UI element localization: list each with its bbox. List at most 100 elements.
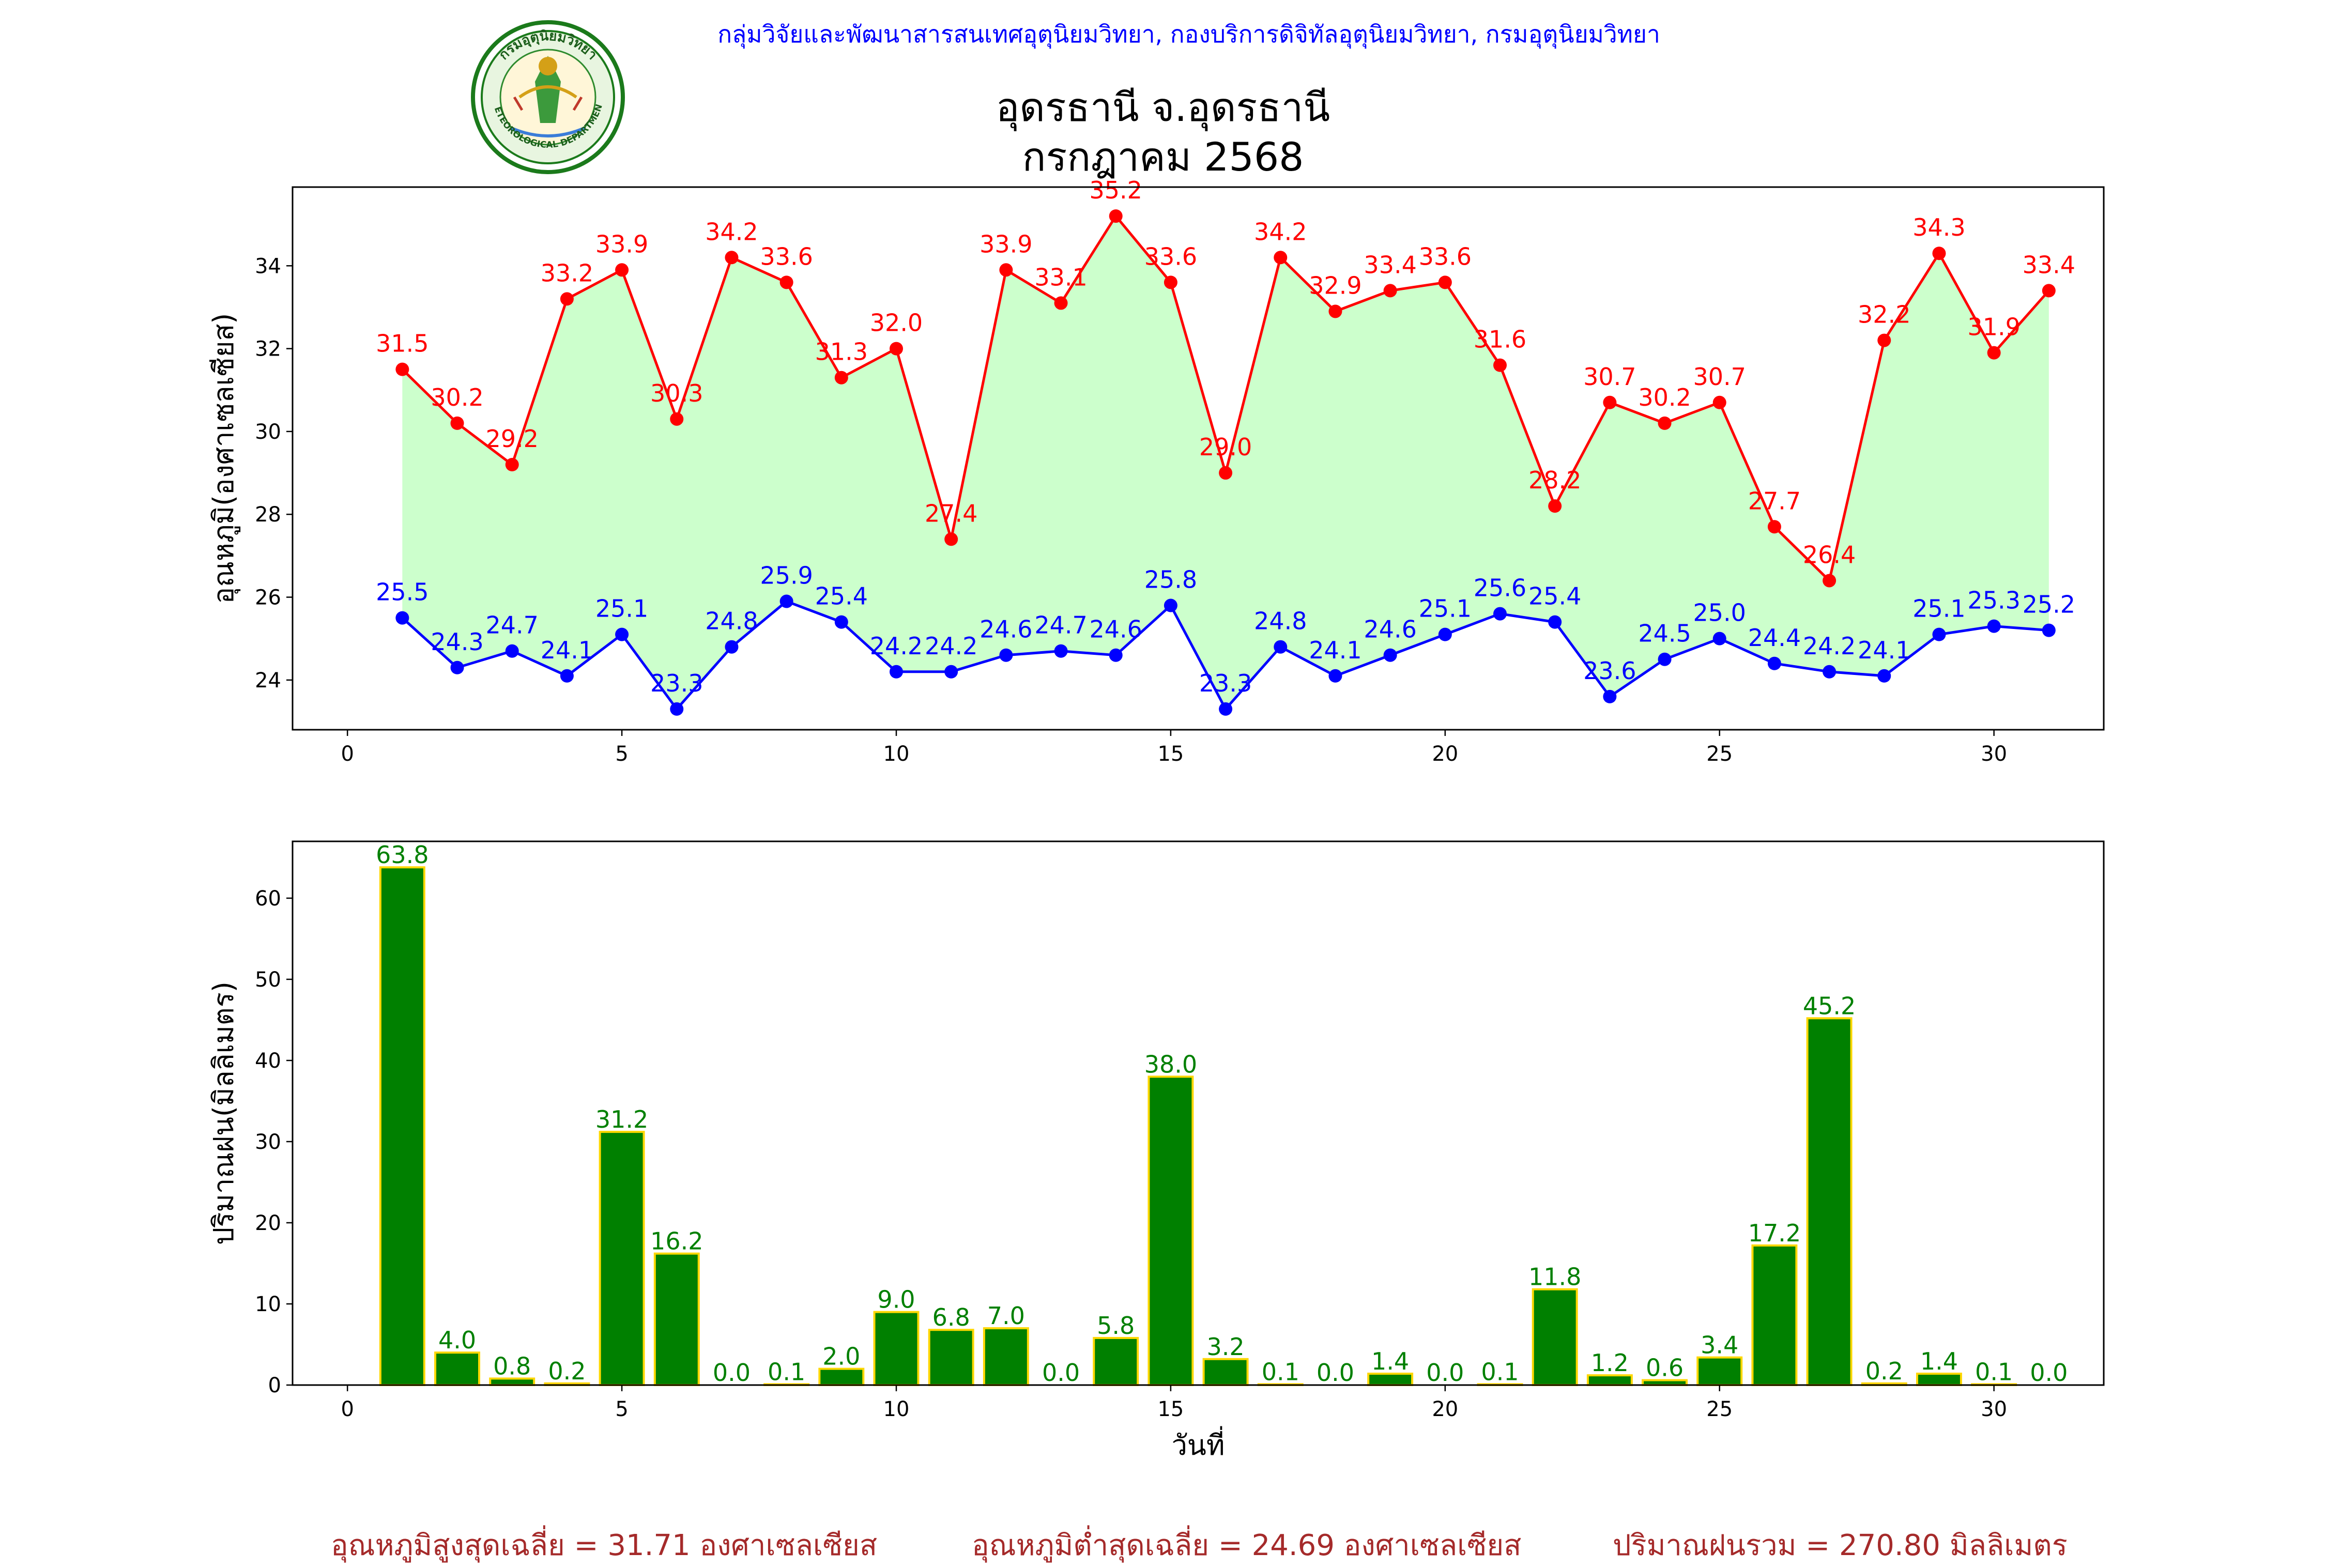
min-temperature-point [1109,648,1123,662]
max-temperature-data-label: 33.2 [541,259,593,287]
max-temperature-data-label: 33.4 [2023,251,2075,279]
rain-bar-label: 0.1 [768,1358,805,1386]
meteorological-department-seal-icon: กรมอุตุนิยมวิทยา METEOROLOGICAL DEPARTME… [466,12,625,174]
max-temperature-data-label: 30.7 [1583,363,1636,391]
rain-bar-label: 0.0 [713,1359,751,1387]
max-temperature-data-label: 35.2 [1090,176,1142,204]
max-temperature-data-label: 29.2 [486,425,539,453]
rainfall-x-tick-label: 25 [1706,1397,1733,1421]
max-temperature-data-label: 33.9 [980,230,1032,258]
max-temperature-data-label: 31.6 [1474,326,1526,353]
min-temperature-point [1219,702,1233,716]
rain-bar [653,1252,700,1386]
rain-bar-label: 17.2 [1748,1219,1801,1247]
max-temperature-point [1219,466,1233,480]
rain-bar [379,866,425,1386]
rain-bar [1147,1075,1194,1386]
min-temperature-point [890,665,903,679]
rainfall-y-tick-label: 10 [255,1293,281,1316]
meteorological-department-logo: กรมอุตุนิยมวิทยา METEOROLOGICAL DEPARTME… [466,12,625,175]
min-temperature-point [1932,627,1946,641]
min-temperature-data-label: 24.5 [1638,620,1691,648]
max-temperature-point [890,342,903,356]
rain-bar-label: 0.0 [1426,1359,1464,1387]
rain-bar [1916,1373,1962,1386]
chart-title-station: อุดรธานี จ.อุดรธานี [996,84,1330,130]
max-temperature-point [1438,275,1452,289]
rainfall-x-tick-label: 30 [1981,1397,2007,1421]
rain-bar [928,1329,974,1386]
min-temperature-point [999,648,1013,662]
min-temperature-data-label: 25.2 [2023,591,2075,619]
max-temperature-point [1109,209,1123,223]
temperature-plot-frame [292,186,2105,731]
temperature-x-tick-label: 20 [1432,742,1458,766]
max-temperature-point [1823,574,1837,588]
rain-bar [1532,1288,1578,1387]
min-temperature-data-label: 24.8 [705,607,758,635]
rainfall-x-tick-label: 10 [883,1397,910,1421]
max-temperature-point [1877,333,1891,347]
chart-title-month: กรกฎาคม 2568 [1022,134,1304,180]
rain-bar-label: 31.2 [595,1105,648,1133]
min-temperature-point [834,615,848,629]
rain-bar-label: 0.0 [2030,1359,2068,1387]
max-temperature-data-label: 33.9 [595,230,648,258]
temperature-x-tick-label: 10 [883,742,910,766]
min-temperature-data-label: 24.7 [1034,611,1087,639]
min-temperature-point [1603,689,1617,703]
min-temperature-point [560,669,574,683]
rain-bar [873,1311,920,1386]
temperature-y-tick-label: 30 [255,420,281,444]
min-temperature-point [2042,623,2056,637]
rain-bar [1751,1244,1798,1386]
rain-bar-label: 0.1 [1481,1358,1519,1386]
min-temperature-point [395,611,409,625]
rain-bar-label: 1.2 [1591,1349,1629,1377]
min-temperature-point [1767,656,1781,670]
min-temperature-point [1274,640,1288,654]
summary-avg-min: อุณหภูมิต่ำสุดเฉลี่ย = 24.69 องศาเซลเซีย… [972,1529,1522,1562]
max-temperature-data-label: 33.4 [1364,251,1416,279]
min-temperature-data-label: 23.3 [1199,669,1252,697]
max-temperature-point [395,362,409,376]
rain-bar-label: 4.0 [438,1326,476,1354]
min-temperature-data-label: 25.6 [1474,574,1526,602]
rain-bar-label: 11.8 [1528,1263,1581,1291]
rainfall-chart: 63.8 4.0 0.8 0.2 31.2 16.2 0.0 0.1 2.0 9.0 6.8 7.0 0… [207,840,2105,1462]
rain-bar-label: 9.0 [877,1286,915,1314]
rainfall-x-tick-label: 20 [1432,1397,1458,1421]
min-temperature-data-label: 25.0 [1693,599,1746,627]
max-temperature-point [1054,296,1068,310]
rain-bar [434,1351,481,1387]
min-temperature-point [779,594,793,608]
max-temperature-point [1548,499,1562,513]
min-temperature-data-label: 25.5 [376,578,429,606]
min-temperature-data-label: 24.8 [1254,607,1307,635]
rain-bar [1093,1336,1139,1387]
temperature-y-tick-label: 24 [255,669,281,693]
min-temperature-point [615,627,629,641]
rain-bar-label: 38.0 [1144,1050,1197,1078]
rain-bar-label: 0.1 [1262,1358,1299,1386]
max-temperature-point [560,292,574,306]
max-temperature-data-label: 29.0 [1199,433,1252,461]
min-temperature-data-label: 23.3 [650,669,703,697]
rain-bar-label: 5.8 [1097,1312,1135,1340]
max-temperature-point [834,371,848,385]
min-temperature-point [1328,669,1342,683]
rainfall-y-axis-label: ปริมาณฝน(มิลลิเมตร) [207,981,240,1245]
min-temperature-data-label: 25.1 [595,595,648,623]
rain-bar-label: 0.6 [1646,1354,1684,1382]
min-temperature-data-label: 24.2 [925,632,977,660]
temperature-x-tick-label: 30 [1981,742,2007,766]
summary-avg-max: อุณหภูมิสูงสุดเฉลี่ย = 31.71 องศาเซลเซีย… [331,1529,878,1562]
rainfall-y-tick-label: 20 [255,1211,281,1235]
min-temperature-point [1164,598,1177,612]
rain-bar-label: 7.0 [987,1302,1025,1330]
max-temperature-data-label: 27.4 [925,499,977,527]
min-temperature-data-label: 25.4 [1528,582,1581,610]
min-temperature-point [1823,665,1837,679]
max-temperature-point [1987,346,2001,360]
